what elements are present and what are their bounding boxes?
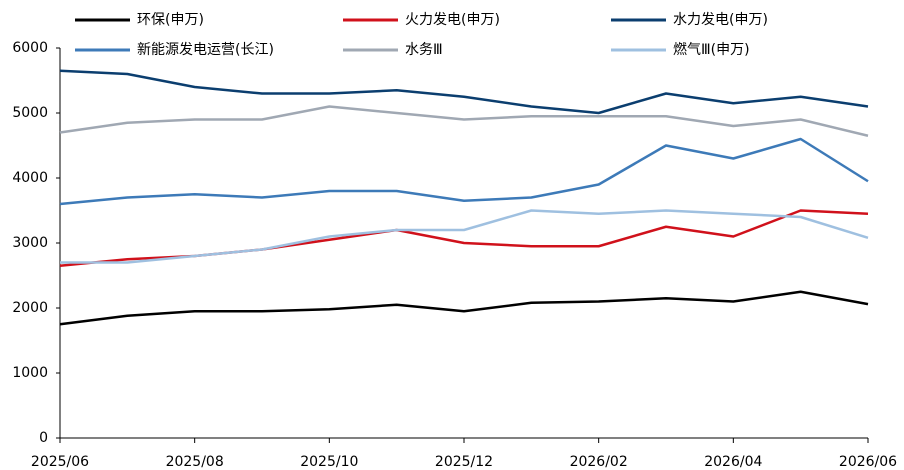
series-line — [59, 69, 869, 115]
x-tick-label: 2025/08 — [166, 454, 224, 470]
x-tick-label: 2026/04 — [704, 454, 762, 470]
x-tick-label: 2026/02 — [570, 454, 628, 470]
y-tick-label: 0 — [39, 430, 48, 446]
y-tick-label: 4000 — [12, 170, 48, 186]
series-line — [59, 105, 869, 137]
legend-label: 水务Ⅲ — [405, 42, 443, 58]
series-line — [60, 209, 869, 264]
x-tick-label: 2025/12 — [435, 454, 493, 470]
y-tick-label: 1000 — [12, 365, 48, 381]
y-tick-label: 6000 — [12, 40, 48, 56]
x-tick-label: 2026/06 — [839, 454, 897, 470]
y-tick-label: 2000 — [12, 300, 48, 316]
legend-label: 燃气Ⅲ(申万) — [673, 41, 750, 58]
legend-label: 水力发电(申万) — [673, 12, 768, 28]
legend-label: 新能源发电运营(长江) — [137, 42, 274, 58]
legend-label: 环保(申万) — [137, 12, 204, 28]
legend-label: 火力发电(申万) — [405, 12, 500, 28]
x-tick-label: 2025/06 — [31, 454, 89, 470]
series-line — [59, 290, 869, 326]
x-tick-label: 2025/10 — [300, 454, 358, 470]
y-tick-label: 5000 — [12, 105, 48, 121]
series-line — [59, 137, 869, 206]
y-tick-label: 3000 — [12, 235, 48, 251]
